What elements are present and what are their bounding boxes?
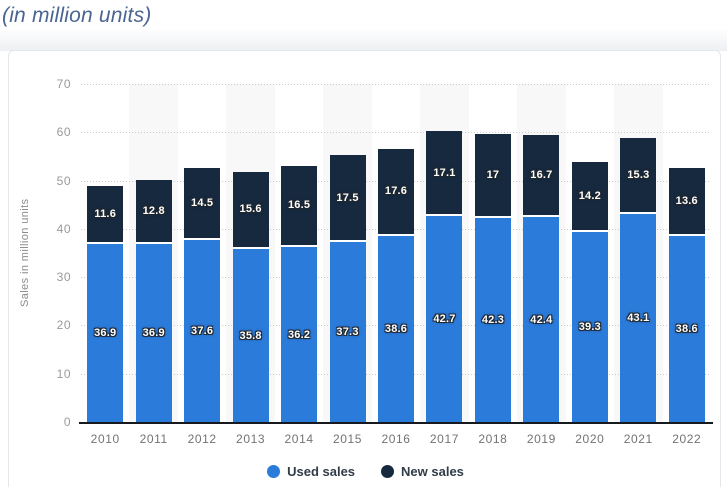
- x-axis-label-2016: 2016: [381, 432, 411, 446]
- bar-value-label: 16.5: [287, 199, 311, 212]
- bar-new-sales-2017[interactable]: 17.1: [426, 131, 463, 216]
- bar-new-sales-2021[interactable]: 15.3: [620, 138, 657, 214]
- bar-new-sales-2011[interactable]: 12.8: [135, 180, 172, 244]
- bar-new-sales-2014[interactable]: 16.5: [281, 165, 318, 248]
- bar-used-sales-2011[interactable]: 36.9: [135, 243, 172, 422]
- bar-new-sales-2016[interactable]: 17.6: [378, 148, 414, 236]
- bar-used-sales-2021[interactable]: 43.1: [620, 213, 657, 422]
- bar-value-label: 36.9: [94, 326, 117, 339]
- x-axis-label-2019: 2019: [526, 432, 556, 446]
- plot-area: 36.9 11.6 36.9 12.8 37.6 14.5 35.8 15.6 36.2 16.5…: [81, 84, 711, 422]
- bar-value-label: 37.3: [336, 325, 359, 338]
- bar-used-sales-2010[interactable]: 36.9: [87, 243, 124, 422]
- bar-value-label: 15.6: [239, 203, 262, 216]
- legend-marker-icon: [381, 465, 395, 478]
- y-tick-label: 0: [63, 415, 71, 429]
- legend-marker-icon: [267, 465, 281, 478]
- x-axis-label-2021: 2021: [623, 432, 653, 446]
- y-tick-label: 50: [56, 173, 71, 188]
- x-axis-label-2018: 2018: [478, 432, 508, 446]
- y-tick-label: 60: [56, 125, 71, 140]
- bar-new-sales-2013[interactable]: 15.6: [232, 171, 269, 250]
- bar-value-label: 16.7: [530, 168, 553, 181]
- y-tick-label: 20: [56, 318, 71, 333]
- bar-value-label: 17.6: [384, 185, 408, 198]
- bar-used-sales-2013[interactable]: 35.8: [232, 249, 269, 422]
- bar-used-sales-2018[interactable]: 42.3: [474, 217, 511, 422]
- bar-value-label: 11.6: [94, 207, 117, 220]
- top-gradient: [0, 28, 727, 51]
- y-tick-label: 10: [56, 366, 71, 381]
- x-axis-line: [79, 422, 713, 424]
- bar-used-sales-2016[interactable]: 38.6: [378, 235, 414, 422]
- gridline: [81, 132, 711, 134]
- bar-new-sales-2022[interactable]: 13.6: [668, 167, 705, 236]
- bar-value-label: 13.6: [675, 194, 698, 207]
- legend-item-new-sales[interactable]: New sales: [381, 464, 464, 479]
- bar-new-sales-2012[interactable]: 14.5: [184, 168, 221, 241]
- bar-used-sales-2019[interactable]: 42.4: [523, 217, 560, 422]
- gridline: [81, 84, 711, 85]
- bar-new-sales-2015[interactable]: 17.5: [329, 155, 366, 242]
- bar-value-label: 38.6: [384, 322, 408, 335]
- x-axis-label-2022: 2022: [672, 432, 702, 446]
- legend: Used sales New sales: [9, 464, 722, 479]
- bar-new-sales-2019[interactable]: 16.7: [523, 134, 560, 218]
- bar-value-label: 17.1: [433, 166, 456, 179]
- bar-value-label: 37.6: [191, 325, 214, 338]
- y-tick-label: 70: [56, 77, 71, 91]
- bar-value-label: 12.8: [142, 204, 165, 217]
- page-title: (in million units): [2, 4, 152, 27]
- y-axis-ticks: 0 10 20 30 40 50 60 70: [9, 77, 71, 429]
- x-axis-label-2020: 2020: [575, 432, 605, 446]
- chart-card: Sales in million units 0 10 20 30 40 50 60 70 3…: [8, 50, 721, 487]
- x-axis-label-2014: 2014: [284, 432, 314, 446]
- bar-value-label: 14.2: [578, 189, 601, 202]
- bar-value-label: 39.3: [578, 321, 601, 334]
- bar-value-label: 15.3: [627, 168, 650, 181]
- bar-value-label: 35.8: [239, 329, 262, 342]
- bar-value-label: 42.4: [530, 313, 553, 326]
- bar-new-sales-2010[interactable]: 11.6: [87, 185, 124, 244]
- bar-used-sales-2017[interactable]: 42.7: [426, 215, 463, 422]
- bar-value-label: 43.1: [627, 311, 650, 324]
- bar-used-sales-2015[interactable]: 37.3: [329, 241, 366, 422]
- x-axis-labels: 2010 2011 2012 2013 2014 2015 2016 2017 2018 2019…: [81, 432, 711, 448]
- bar-value-label: 17.5: [336, 191, 359, 204]
- bar-used-sales-2014[interactable]: 36.2: [281, 247, 318, 422]
- bar-value-label: 36.2: [287, 328, 311, 341]
- x-axis-label-2015: 2015: [332, 432, 363, 446]
- bar-value-label: 14.5: [191, 197, 214, 210]
- legend-label: Used sales: [287, 464, 356, 479]
- y-tick-label: 30: [56, 270, 71, 285]
- bar-used-sales-2012[interactable]: 37.6: [184, 240, 221, 422]
- bar-value-label: 17: [486, 168, 500, 181]
- x-axis-label-2012: 2012: [187, 432, 217, 446]
- bar-new-sales-2020[interactable]: 14.2: [571, 161, 608, 233]
- x-axis-label-2011: 2011: [139, 432, 168, 446]
- y-tick-label: 40: [56, 221, 71, 236]
- bar-value-label: 38.6: [675, 322, 698, 335]
- legend-item-used-sales[interactable]: Used sales: [267, 464, 355, 479]
- bar-used-sales-2020[interactable]: 39.3: [571, 232, 608, 422]
- bar-value-label: 42.7: [433, 312, 456, 325]
- bar-value-label: 36.9: [142, 326, 165, 339]
- bar-used-sales-2022[interactable]: 38.6: [668, 235, 705, 422]
- x-axis-label-2010: 2010: [90, 432, 120, 446]
- bar-value-label: 42.3: [481, 313, 505, 326]
- bar-new-sales-2018[interactable]: 17: [474, 133, 511, 218]
- legend-label: New sales: [401, 464, 464, 479]
- x-axis-label-2017: 2017: [429, 432, 459, 446]
- x-axis-label-2013: 2013: [236, 432, 266, 446]
